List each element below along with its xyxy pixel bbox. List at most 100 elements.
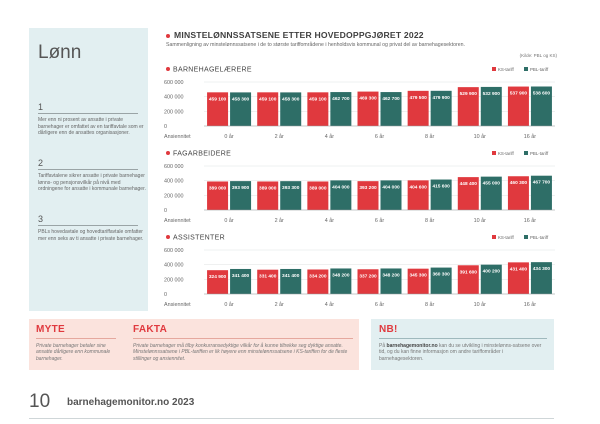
data-label: 479 500	[409, 95, 427, 101]
bullet-dot-icon	[166, 235, 170, 239]
divider	[38, 169, 138, 170]
bar	[257, 269, 279, 294]
legend-label: KS-tariff	[498, 151, 515, 156]
bar	[230, 268, 252, 294]
x-tick-label: 16 år	[524, 217, 536, 224]
data-label: 393 200	[359, 185, 377, 191]
y-tick-label: 200 000	[164, 109, 184, 115]
myth-fact-box: MYTE Private barnehager betaler sine ans…	[29, 319, 359, 370]
data-label: 393 300	[282, 185, 300, 191]
x-axis-label: Ansiennitet	[164, 218, 191, 224]
x-tick-label: 8 år	[425, 133, 434, 140]
bar	[457, 265, 479, 294]
data-label: 389 000	[309, 185, 327, 191]
chart-title: BARNEHAGELÆRERE	[173, 67, 252, 74]
x-tick-label: 4 år	[325, 133, 334, 140]
nb-heading: NB!	[379, 324, 398, 335]
bar	[507, 176, 529, 210]
sidebar-item-text: Tariffavtalene sikrer ansatte i private …	[38, 173, 146, 193]
bar	[207, 92, 229, 126]
x-tick-label: 16 år	[524, 301, 536, 308]
data-label: 400 200	[483, 269, 501, 275]
bar	[380, 268, 402, 294]
sidebar-item-text: PBLs hovedavtale og hovedtariffavtale om…	[38, 229, 144, 242]
fakta-heading: FAKTA	[133, 324, 168, 335]
bar	[380, 180, 402, 210]
data-label: 389 000	[259, 185, 277, 191]
data-label: 455 000	[483, 181, 501, 187]
bar	[530, 175, 552, 210]
data-label: 360 300	[432, 272, 450, 278]
data-label: 469 300	[359, 96, 377, 102]
y-tick-label: 200 000	[164, 193, 184, 199]
data-label: 529 900	[460, 91, 478, 97]
x-tick-label: 2 år	[275, 301, 284, 308]
data-label: 459 100	[259, 96, 277, 102]
bar	[207, 270, 229, 294]
y-tick-label: 0	[164, 292, 167, 298]
x-tick-label: 6 år	[375, 217, 384, 224]
chart-fagarbeidere: FAGARBEIDERE KS-tariff PBL-tariff 600 000 40…	[164, 151, 555, 224]
bar	[207, 181, 229, 210]
legend-label: PBL-tariff	[530, 151, 549, 156]
sidebar: Lønn 1 Mer enn ni prosent av ansatte i p…	[29, 28, 148, 311]
legend-label: KS-tariff	[498, 67, 515, 72]
bar	[407, 268, 429, 294]
divider	[38, 113, 138, 114]
data-label: 331 400	[259, 274, 277, 280]
page-title: MINSTELØNNSSATSENE ETTER HOVEDOPPGJØRET …	[166, 30, 424, 40]
bar	[307, 181, 329, 210]
data-label: 460 300	[510, 180, 528, 186]
data-label: 479 900	[432, 95, 450, 101]
data-label: 404 000	[382, 184, 400, 190]
bullet-dot-icon	[166, 151, 170, 155]
bar	[307, 269, 329, 294]
data-label: 391 600	[460, 269, 478, 275]
bar	[457, 87, 479, 126]
data-label: 404 000	[332, 184, 350, 190]
bar	[480, 264, 502, 294]
bar	[330, 92, 352, 126]
x-tick-label: 8 år	[425, 301, 434, 308]
data-label: 389 000	[209, 185, 227, 191]
data-label: 348 200	[382, 272, 400, 278]
website-link[interactable]: barnehagemonitor.no	[386, 343, 438, 349]
bar	[357, 269, 379, 294]
data-label: 341 400	[232, 273, 250, 279]
bar	[307, 92, 329, 126]
data-label: 415 600	[432, 184, 450, 190]
x-tick-label: 6 år	[375, 301, 384, 308]
chart-title: FAGARBEIDERE	[173, 151, 231, 158]
x-axis-label: Ansiennitet	[164, 302, 191, 308]
nb-text: På barnehagemonitor.no kan du se utvikli…	[379, 343, 542, 362]
myte-heading: MYTE	[36, 324, 65, 335]
x-tick-label: 0 år	[224, 133, 233, 140]
bar	[430, 267, 452, 294]
data-label: 434 300	[533, 266, 551, 272]
bar	[430, 179, 452, 210]
data-label: 458 300	[232, 96, 250, 102]
data-label: 345 300	[409, 273, 427, 279]
chart-barnehagelaerere: BARNEHAGELÆRERE KS-tariff PBL-tariff 600 00…	[164, 67, 555, 140]
footer-site: barnehagemonitor.no 2023	[67, 397, 195, 408]
y-tick-label: 200 000	[164, 277, 184, 283]
bar	[357, 91, 379, 126]
bar	[530, 262, 552, 294]
x-tick-label: 0 år	[224, 217, 233, 224]
legend-swatch	[524, 67, 528, 71]
data-label: 467 700	[533, 180, 551, 186]
sidebar-item-number: 3	[38, 214, 44, 224]
data-label: 324 900	[209, 274, 227, 280]
data-label: 448 400	[460, 181, 478, 187]
data-label: 462 700	[332, 96, 350, 102]
sidebar-item-number: 1	[38, 102, 44, 112]
x-tick-label: 10 år	[474, 133, 486, 140]
legend-swatch	[492, 151, 496, 155]
data-label: 458 300	[282, 96, 300, 102]
data-label: 532 900	[483, 91, 501, 97]
x-tick-label: 6 år	[375, 133, 384, 140]
bar	[480, 86, 502, 126]
data-label: 462 700	[382, 96, 400, 102]
data-label: 538 600	[533, 91, 551, 97]
bar	[507, 262, 529, 294]
